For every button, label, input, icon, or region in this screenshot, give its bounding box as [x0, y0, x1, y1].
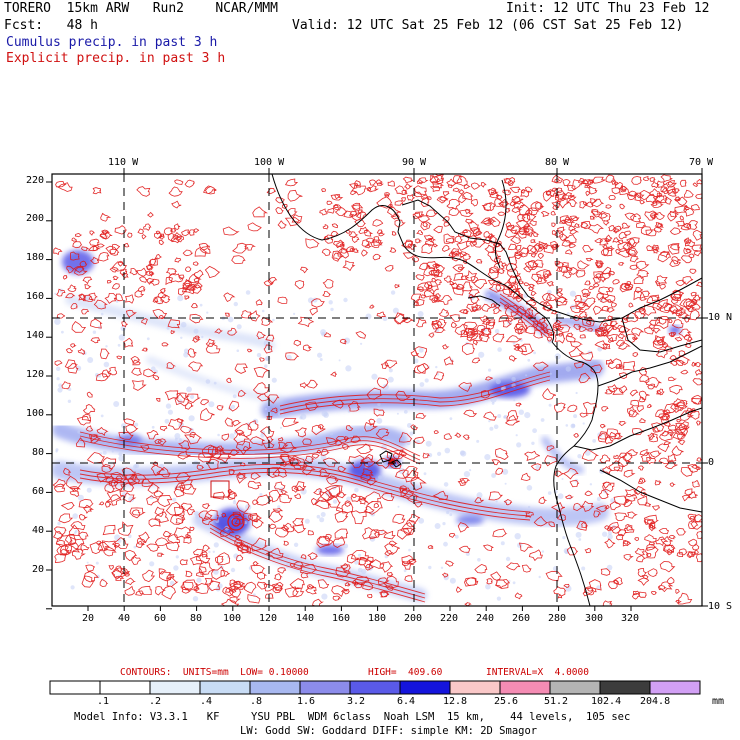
- forecast-hour: Fcst: 48 h: [4, 18, 98, 33]
- colorbar-label: 25.6: [494, 696, 519, 707]
- x-label: 60: [154, 613, 167, 624]
- contour-interval: INTERVAL=X 4.0000: [486, 667, 589, 678]
- y-label: 80: [32, 447, 45, 458]
- colorbar-cell: [549, 680, 601, 695]
- colorbar-cell: [49, 680, 101, 695]
- colorbar-cell: [599, 680, 651, 695]
- lon-label-80w: 80 W: [545, 157, 570, 168]
- y-label: 160: [26, 291, 45, 302]
- colorbar-label: 1.6: [297, 696, 316, 707]
- yucatan-coast: [494, 179, 507, 269]
- coastlines: [271, 174, 702, 606]
- colorbar-cell: [299, 680, 351, 695]
- colorbar-label: .4: [200, 696, 213, 707]
- colorbar-label: 102.4: [591, 696, 622, 707]
- model-title: TORERO 15km ARW Run2 NCAR/MMM: [4, 1, 278, 16]
- lat-label-0: 0: [708, 457, 715, 468]
- y-label: 200: [26, 213, 45, 224]
- y-label: 100: [26, 408, 45, 419]
- x-label: 240: [476, 613, 495, 624]
- x-label: 180: [368, 613, 387, 624]
- colorbar-cell: [249, 680, 301, 695]
- cumulus-legend: Cumulus precip. in past 3 h: [6, 35, 218, 50]
- y-label: 40: [32, 525, 45, 536]
- explicit-precip-contours: [52, 174, 702, 606]
- colorbar-cell: [99, 680, 151, 695]
- x-label: 140: [296, 613, 315, 624]
- plot-frame: [51, 173, 703, 607]
- model-info: Model Info: V3.3.1 KF YSU PBL WDM 6class…: [74, 711, 631, 723]
- colorbar-cell: [449, 680, 501, 695]
- colorbar-cell: [649, 680, 701, 695]
- y-label: 220: [26, 175, 45, 186]
- colorbar-cell: [349, 680, 401, 695]
- x-label: 300: [585, 613, 604, 624]
- colorbar-cell: [499, 680, 551, 695]
- galapagos: [379, 450, 402, 468]
- y-label: 60: [32, 486, 45, 497]
- x-label: 20: [82, 613, 95, 624]
- axis-ticks: [46, 168, 708, 611]
- caribbean-coast: [401, 199, 702, 323]
- colorbar-label: 6.4: [397, 696, 416, 707]
- venezuela-border: [621, 317, 702, 353]
- colorbar-cell: [399, 680, 451, 695]
- island-a: [467, 295, 501, 307]
- colorbar-label: 51.2: [544, 696, 569, 707]
- lat-label-10s: 10 S: [708, 601, 733, 612]
- contour-high: HIGH= 409.60: [368, 667, 443, 678]
- x-label: 280: [548, 613, 567, 624]
- x-label: 200: [404, 613, 423, 624]
- colorbar-cell: [149, 680, 201, 695]
- storm-box-marker: [210, 480, 230, 498]
- y-label: 140: [26, 330, 45, 341]
- lat-lon-grid: [52, 174, 702, 606]
- andes-border-b: [573, 407, 702, 451]
- x-label: 100: [223, 613, 242, 624]
- andes-border-a: [597, 345, 702, 387]
- valid-time: Valid: 12 UTC Sat 25 Feb 12 (06 CST Sat …: [292, 18, 684, 33]
- colorbar-label: 12.8: [443, 696, 468, 707]
- colorbar-label: .8: [250, 696, 263, 707]
- colorbar-label: 204.8: [640, 696, 671, 707]
- x-label: 40: [118, 613, 131, 624]
- y-label: 120: [26, 369, 45, 380]
- andes-border-c: [599, 469, 702, 513]
- lat-label-10n: 10 N: [708, 312, 733, 323]
- colorbar-units: mm: [712, 696, 725, 707]
- explicit-legend: Explicit precip. in past 3 h: [6, 51, 226, 66]
- lon-label-110w: 110 W: [108, 157, 139, 168]
- lon-label-90w: 90 W: [402, 157, 427, 168]
- x-label: 80: [190, 613, 203, 624]
- x-label: 160: [332, 613, 351, 624]
- contour-units: CONTOURS: UNITS=mm LOW= 0.10000: [120, 667, 309, 678]
- colorbar-label: .1: [97, 696, 110, 707]
- x-label: 320: [621, 613, 640, 624]
- central-america-coast: [271, 174, 555, 343]
- physics-info: LW: Godd SW: Goddard DIFF: simple KM: 2D…: [240, 725, 538, 737]
- colorbar-cell: [199, 680, 251, 695]
- plot-area: [52, 174, 702, 606]
- colorbar-label: .2: [149, 696, 162, 707]
- x-label: 260: [512, 613, 531, 624]
- lon-label-100w: 100 W: [254, 157, 285, 168]
- x-label: 220: [440, 613, 459, 624]
- y-label: 180: [26, 252, 45, 263]
- x-label: 120: [259, 613, 278, 624]
- lon-label-70w: 70 W: [689, 157, 714, 168]
- colorbar-label: 3.2: [347, 696, 366, 707]
- init-time: Init: 12 UTC Thu 23 Feb 12: [506, 1, 710, 16]
- y-label: 20: [32, 564, 45, 575]
